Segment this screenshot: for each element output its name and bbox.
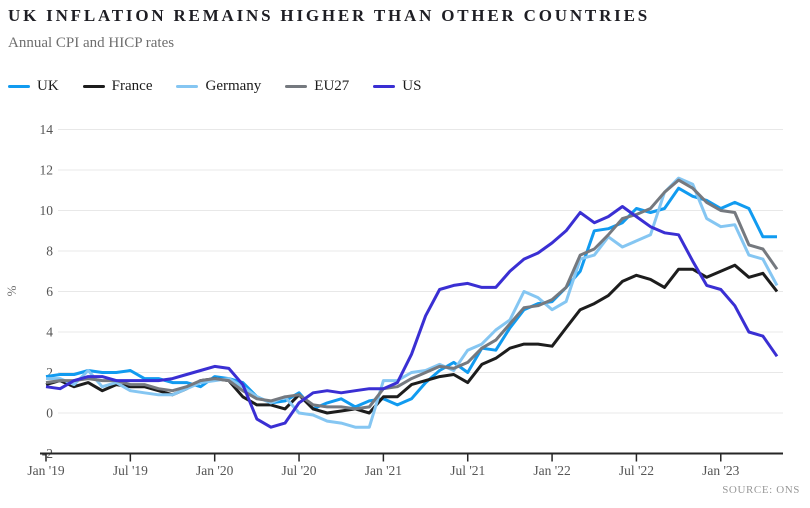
y-axis-label-12: 12 <box>40 163 54 178</box>
y-axis-label-8: 8 <box>46 244 53 259</box>
x-axis-label-4: Jan '21 <box>365 463 402 478</box>
x-axis-label-7: Jul '22 <box>619 463 654 478</box>
x-axis-label-0: Jan '19 <box>27 463 65 478</box>
y-axis-label-4: 4 <box>46 325 53 340</box>
x-axis-label-3: Jul '20 <box>282 463 317 478</box>
series-line-eu27 <box>45 178 779 411</box>
y-axis-title: % <box>4 285 19 296</box>
legend-swatch-uk <box>8 84 30 89</box>
legend-swatch-us <box>373 84 396 89</box>
y-axis-label-0: 0 <box>46 406 53 421</box>
legend-item-eu27[interactable]: EU27 <box>285 78 349 95</box>
y-axis-label-6: 6 <box>46 284 53 299</box>
legend-label: UK <box>37 78 59 94</box>
x-axis-label-8: Jan '23 <box>702 463 740 478</box>
x-axis-label-5: Jul '21 <box>450 463 485 478</box>
series-line-germany <box>46 176 779 429</box>
source-note: SOURCE: ONS <box>722 484 800 496</box>
legend-swatch-germany <box>176 84 199 89</box>
legend-label: US <box>402 78 422 94</box>
series-line-france <box>45 263 779 415</box>
legend-label: EU27 <box>314 78 350 94</box>
legend-item-us[interactable]: US <box>373 78 421 95</box>
legend-swatch-france <box>82 84 105 89</box>
legend-item-uk[interactable]: UK <box>8 78 59 95</box>
legend: UK France Germany EU27 US <box>8 78 421 95</box>
chart-subtitle: Annual CPI and HICP rates <box>8 35 175 51</box>
legend-item-germany[interactable]: Germany <box>176 78 261 95</box>
series-line-uk <box>45 186 777 411</box>
x-axis-label-1: Jul '19 <box>113 463 148 478</box>
legend-item-france[interactable]: France <box>82 78 153 95</box>
x-axis-label-6: Jan '22 <box>533 463 570 478</box>
y-axis-label-2: 2 <box>46 365 53 380</box>
legend-label: France <box>111 78 153 94</box>
x-axis-label-2: Jan '20 <box>196 463 234 478</box>
chart-title: UK INFLATION REMAINS HIGHER THAN OTHER C… <box>8 6 650 25</box>
chart-header: UK INFLATION REMAINS HIGHER THAN OTHER C… <box>8 6 802 52</box>
series-line-us <box>45 205 779 429</box>
legend-label: Germany <box>205 78 262 94</box>
y-axis-label-14: 14 <box>40 122 54 137</box>
legend-swatch-eu27 <box>285 84 308 89</box>
y-axis-label-10: 10 <box>40 203 54 218</box>
